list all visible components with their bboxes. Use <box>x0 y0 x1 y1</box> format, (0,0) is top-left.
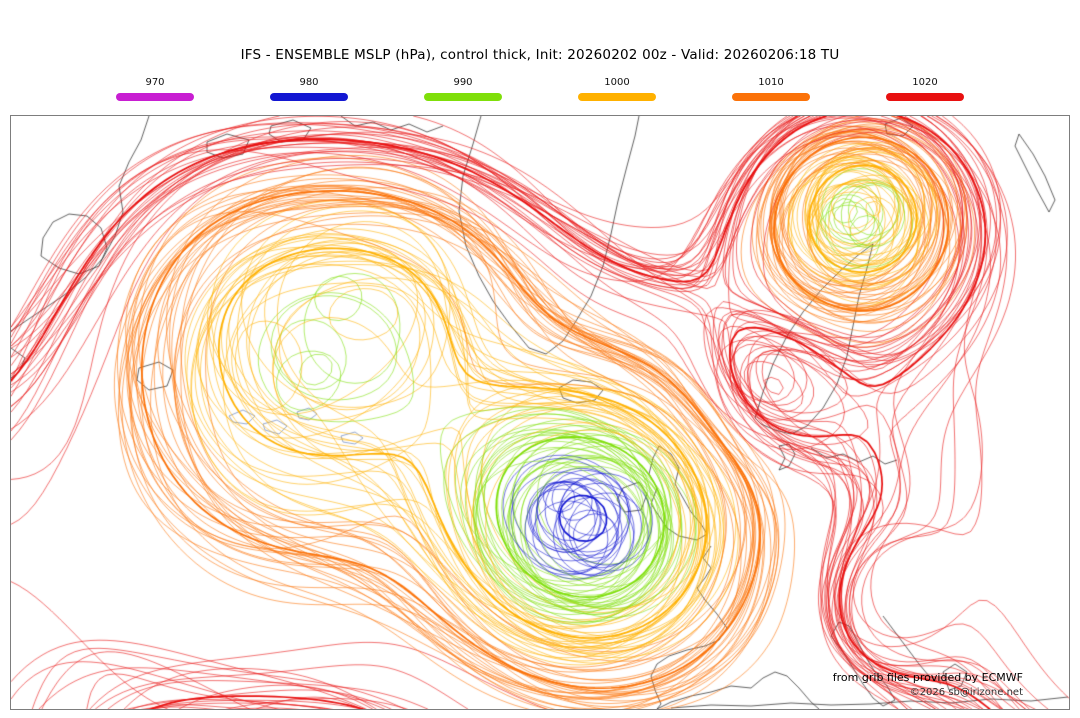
legend-item: 1000 <box>578 77 656 101</box>
legend-level-label: 1000 <box>604 77 630 88</box>
ensemble-map-canvas <box>11 116 1069 709</box>
legend-color-bar <box>424 93 502 101</box>
legend-item: 1010 <box>732 77 810 101</box>
legend-level-label: 1020 <box>912 77 938 88</box>
source-credit: from grib files provided by ECMWF <box>832 671 1023 684</box>
chart-title: IFS - ENSEMBLE MSLP (hPa), control thick… <box>240 47 840 63</box>
legend-item: 1020 <box>886 77 964 101</box>
pressure-legend: 970 980 990 1000 1010 1020 <box>116 77 964 101</box>
legend-color-bar <box>116 93 194 101</box>
legend-item: 990 <box>424 77 502 101</box>
legend-level-label: 980 <box>299 77 319 88</box>
map-frame: from grib files provided by ECMWF ©2026 … <box>10 115 1070 710</box>
legend-level-label: 1010 <box>758 77 784 88</box>
legend-color-bar <box>732 93 810 101</box>
legend-item: 980 <box>270 77 348 101</box>
legend-level-label: 970 <box>145 77 165 88</box>
legend-color-bar <box>270 93 348 101</box>
copyright-notice: ©2026 sb@irizone.net <box>909 687 1023 698</box>
legend-level-label: 990 <box>453 77 473 88</box>
legend-color-bar <box>578 93 656 101</box>
legend-item: 970 <box>116 77 194 101</box>
attribution: from grib files provided by ECMWF ©2026 … <box>833 671 1023 698</box>
legend-color-bar <box>886 93 964 101</box>
